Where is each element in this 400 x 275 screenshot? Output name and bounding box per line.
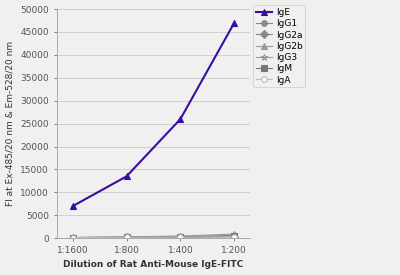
Y-axis label: FI at Ex-485/20 nm & Em-528/20 nm: FI at Ex-485/20 nm & Em-528/20 nm bbox=[6, 41, 14, 206]
IgA bbox=[178, 235, 183, 239]
IgM bbox=[124, 236, 129, 239]
IgM bbox=[232, 234, 237, 238]
IgG3 bbox=[178, 234, 183, 238]
IgA bbox=[124, 236, 129, 239]
Line: IgG2b: IgG2b bbox=[70, 233, 237, 240]
IgG3 bbox=[232, 232, 237, 236]
IgG2a bbox=[124, 236, 129, 239]
IgG3 bbox=[70, 236, 75, 239]
IgG1 bbox=[124, 236, 129, 239]
IgA bbox=[70, 236, 75, 239]
IgG2a bbox=[70, 236, 75, 239]
IgG2a bbox=[232, 235, 237, 238]
IgG2a bbox=[178, 235, 183, 239]
Legend: IgE, IgG1, IgG2a, IgG2b, IgG3, IgM, IgA: IgE, IgG1, IgG2a, IgG2b, IgG3, IgM, IgA bbox=[253, 6, 305, 87]
Line: IgG1: IgG1 bbox=[70, 234, 237, 240]
Line: IgG3: IgG3 bbox=[69, 231, 238, 241]
IgG2b bbox=[124, 235, 129, 239]
IgM bbox=[178, 235, 183, 238]
Line: IgM: IgM bbox=[70, 233, 237, 240]
IgG3 bbox=[124, 235, 129, 238]
IgG1 bbox=[178, 235, 183, 239]
IgG1 bbox=[232, 235, 237, 238]
Line: IgE: IgE bbox=[69, 19, 238, 210]
IgG2b bbox=[178, 235, 183, 238]
IgM bbox=[70, 236, 75, 239]
IgA bbox=[232, 235, 237, 238]
X-axis label: Dilution of Rat Anti-Mouse IgE-FITC: Dilution of Rat Anti-Mouse IgE-FITC bbox=[63, 260, 244, 270]
IgG2b bbox=[70, 236, 75, 239]
IgG2b bbox=[232, 234, 237, 237]
IgE bbox=[70, 205, 75, 208]
IgE bbox=[232, 21, 237, 24]
Line: IgA: IgA bbox=[70, 234, 237, 240]
IgG1 bbox=[70, 236, 75, 239]
IgE bbox=[124, 175, 129, 178]
Line: IgG2a: IgG2a bbox=[70, 234, 237, 240]
IgE bbox=[178, 117, 183, 121]
